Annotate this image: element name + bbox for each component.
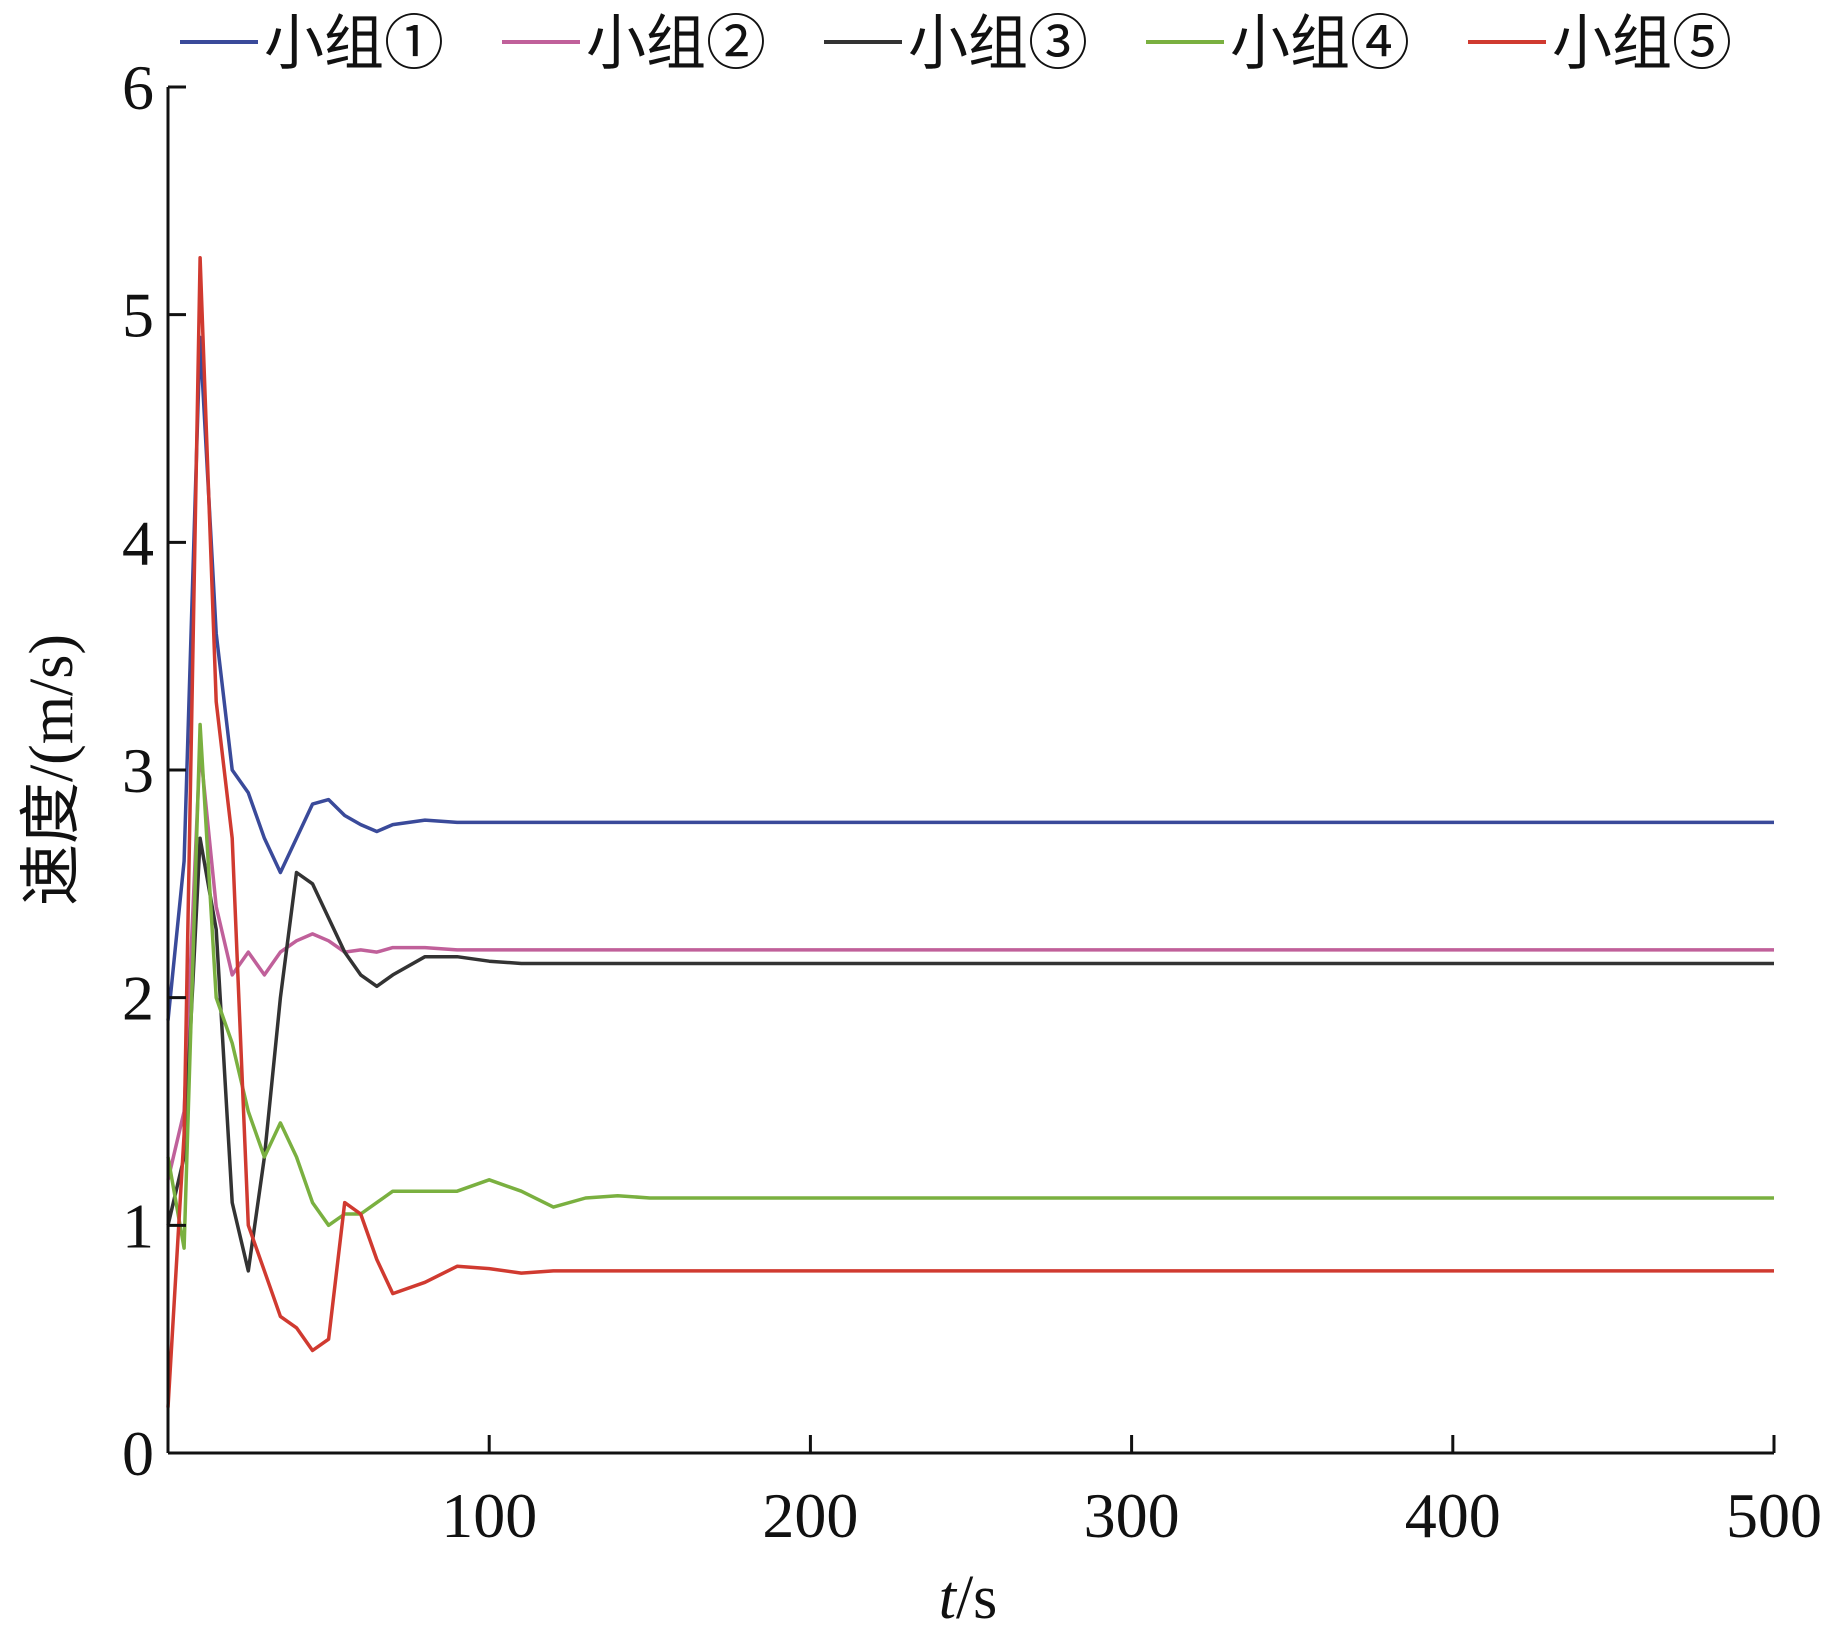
x-tick-label: 100 [441, 1480, 537, 1551]
y-tick-label: 2 [122, 963, 154, 1034]
y-tick-label: 3 [122, 735, 154, 806]
x-tick-label: 400 [1405, 1480, 1501, 1551]
y-tick-label: 6 [122, 52, 154, 123]
x-tick-label: 500 [1726, 1480, 1822, 1551]
legend-label: 小组⑤ [1552, 11, 1732, 77]
series-line-1 [166, 335, 1774, 1021]
x-axis-ticks: 100 200 300 400 500 [441, 1435, 1822, 1551]
legend-label: 小组② [586, 11, 766, 77]
y-tick-label: 1 [122, 1190, 154, 1261]
legend-label: 小组④ [1230, 11, 1410, 77]
x-tick-label: 200 [762, 1480, 858, 1551]
x-axis-title-unit: /s [956, 1564, 997, 1626]
axes [166, 87, 1774, 1455]
legend-label: 小组③ [908, 11, 1088, 77]
series-line-3 [166, 836, 1774, 1273]
plot-area [166, 256, 1774, 1408]
y-axis-title: 速度/(m/s) [18, 634, 86, 906]
y-tick-label: 4 [122, 507, 154, 578]
y-tick-label: 5 [122, 280, 154, 351]
series-line-4 [166, 722, 1774, 1250]
x-axis-title: t/s [939, 1564, 998, 1626]
y-tick-label: 0 [122, 1418, 154, 1489]
x-tick-label: 300 [1084, 1480, 1180, 1551]
x-axis-title-variable: t [939, 1564, 958, 1626]
legend: 小组① 小组② 小组③ 小组④ 小组⑤ [180, 11, 1732, 77]
series-line-2 [166, 745, 1774, 1181]
series-line-5 [166, 256, 1774, 1408]
y-axis-ticks: 0 1 2 3 4 5 6 [122, 52, 186, 1489]
legend-label: 小组① [264, 11, 444, 77]
